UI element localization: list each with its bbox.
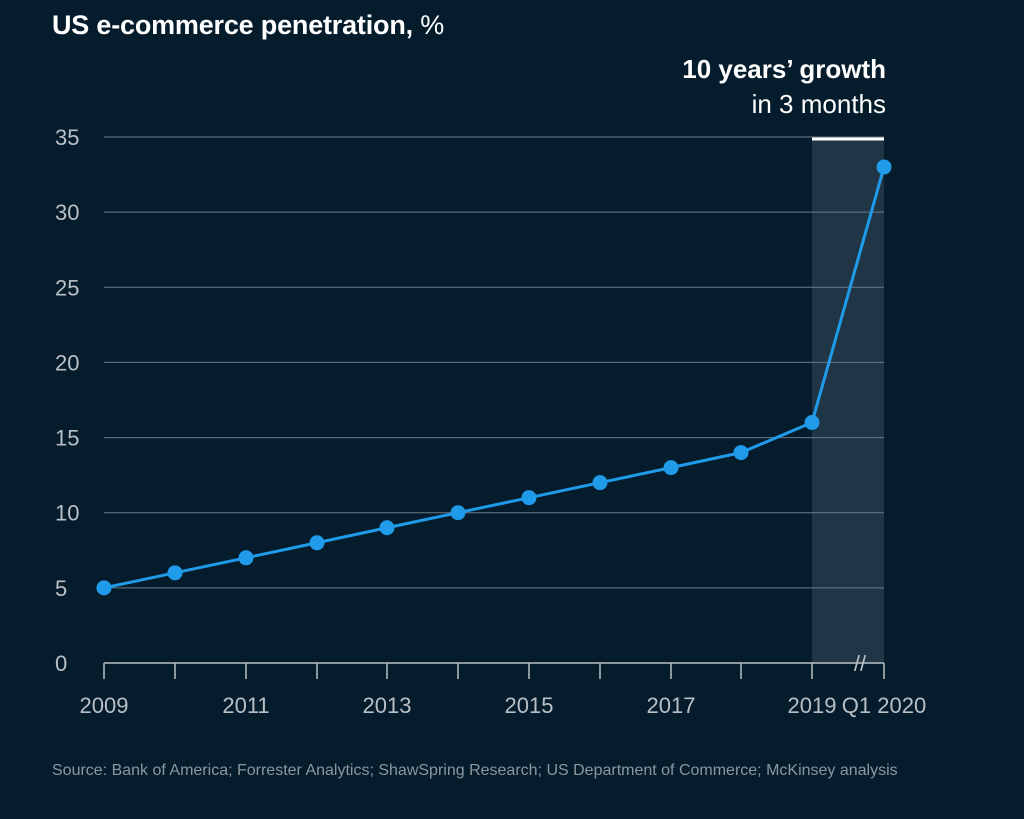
x-tick-label: 2009 (80, 693, 129, 718)
annotation-subline: in 3 months (751, 89, 886, 119)
x-tick-label: Q1 2020 (842, 693, 926, 718)
chart-title-unit: % (412, 10, 445, 40)
data-point (663, 460, 679, 476)
x-tick-label: 2017 (647, 693, 696, 718)
data-point (450, 505, 466, 521)
y-tick-label: 10 (55, 501, 79, 526)
y-tick-label: 15 (55, 426, 79, 451)
chart-title-main: US e-commerce penetration, (52, 10, 413, 40)
data-point (238, 550, 254, 566)
x-tick-label: 2019 (788, 693, 837, 718)
series-line (103, 166, 886, 590)
annotation-headline: 10 years’ growth (682, 54, 886, 84)
data-point (592, 475, 608, 491)
y-tick-label: 30 (55, 200, 79, 225)
x-tick-label: 2015 (505, 693, 554, 718)
chart-title: US e-commerce penetration, % (52, 8, 444, 42)
data-point (379, 520, 395, 536)
y-tick-label: 5 (55, 576, 67, 601)
data-point (96, 580, 112, 596)
highlight-band (812, 137, 884, 663)
y-tick-label: 20 (55, 350, 79, 375)
data-point (733, 445, 749, 461)
data-point (167, 565, 183, 581)
x-tick-label: 2013 (363, 693, 412, 718)
y-tick-label: 25 (55, 275, 79, 300)
data-point (876, 159, 892, 175)
axis-break-symbol: // (854, 651, 867, 676)
growth-annotation: 10 years’ growth in 3 months (682, 52, 886, 122)
data-point (309, 535, 325, 551)
y-tick-label: 0 (55, 651, 67, 676)
x-tick-label: 2011 (222, 693, 269, 718)
source-note: Source: Bank of America; Forrester Analy… (52, 762, 898, 779)
y-tick-label: 35 (55, 125, 79, 150)
data-point (804, 415, 820, 431)
data-point (521, 490, 537, 506)
